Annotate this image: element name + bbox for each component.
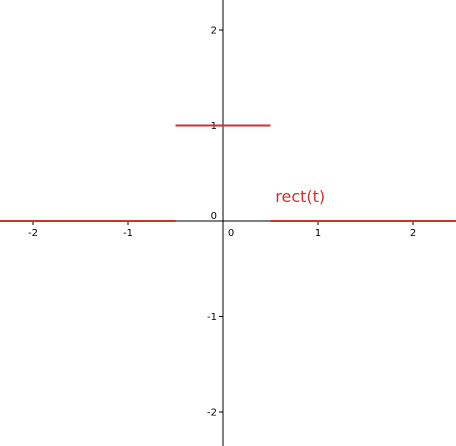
annotations: rect(t) [275,187,325,206]
x-tick-label: -1 [123,228,133,239]
x-tick-label: 1 [315,228,321,239]
y-tick-label: 2 [211,26,217,37]
series [0,124,456,222]
y-tick-label: -1 [207,312,217,323]
y-tick-label: 0 [211,211,217,222]
function-label: rect(t) [275,187,325,206]
x-tick-label: -2 [28,228,38,239]
x-tick-label: 0 [228,228,234,239]
y-tick-label: -2 [207,408,217,419]
x-tick-label: 2 [410,228,416,239]
